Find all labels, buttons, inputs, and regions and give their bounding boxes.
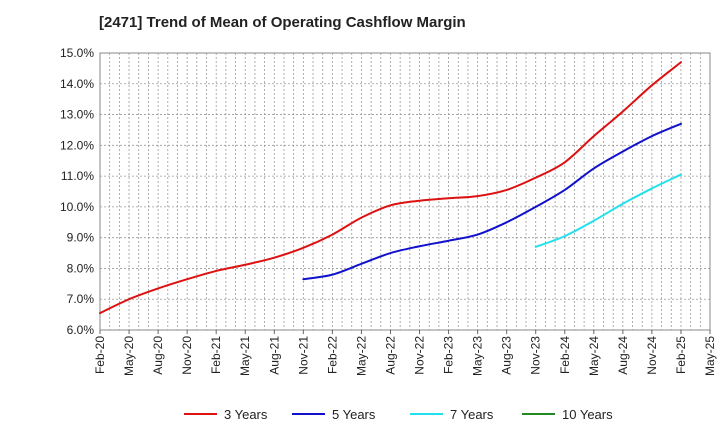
x-tick-label: Aug-23 xyxy=(500,336,514,375)
series-line-2 xyxy=(302,122,682,281)
x-tick-label: Nov-21 xyxy=(296,336,310,375)
x-tick-label: Feb-25 xyxy=(674,336,688,374)
series-line-3 xyxy=(534,173,682,248)
x-tick-label: Feb-24 xyxy=(558,336,572,374)
legend: 3 Years 5 Years 7 Years 10 Years xyxy=(184,407,613,422)
legend-label: 3 Years xyxy=(224,407,268,422)
plot-area xyxy=(99,52,711,331)
x-tick-label: Feb-23 xyxy=(442,336,456,374)
y-tick-label: 11.0% xyxy=(61,169,94,183)
y-tick-label: 13.0% xyxy=(60,108,94,122)
x-tick-label: Nov-23 xyxy=(529,336,543,375)
y-tick-label: 15.0% xyxy=(60,46,94,60)
x-tick-label: Aug-22 xyxy=(383,336,397,375)
x-tick-label: Aug-20 xyxy=(151,336,165,375)
y-tick-label: 10.0% xyxy=(60,200,94,214)
x-tick-label: Feb-22 xyxy=(325,336,339,374)
x-tick-label: May-20 xyxy=(122,336,136,376)
y-tick-label: 9.0% xyxy=(67,231,95,245)
y-tick-label: 7.0% xyxy=(67,292,95,306)
x-tick-label: Feb-20 xyxy=(93,336,107,374)
x-tick-label: Nov-24 xyxy=(645,336,659,375)
y-axis-ticks: 6.0% 7.0% 8.0% 9.0% 10.0% 11.0% 12.0% 13.0% 14.0… xyxy=(60,46,94,337)
y-tick-label: 8.0% xyxy=(67,261,95,275)
x-tick-label: May-22 xyxy=(354,336,368,376)
x-tick-label: May-24 xyxy=(587,336,601,376)
x-axis-ticks: Feb-20 May-20 Aug-20 Nov-20 Feb-21 May-21 Aug-… xyxy=(93,330,717,376)
x-tick-label: Nov-22 xyxy=(413,336,427,375)
y-tick-label: 6.0% xyxy=(67,323,95,337)
series-lines xyxy=(99,61,682,315)
chart-title: [2471] Trend of Mean of Operating Cashfl… xyxy=(99,14,466,31)
grid-lines xyxy=(100,53,710,330)
x-tick-label: May-25 xyxy=(703,336,717,376)
legend-label: 7 Years xyxy=(450,407,494,422)
x-tick-label: Aug-21 xyxy=(267,336,281,375)
series-line-1 xyxy=(99,61,682,315)
x-tick-label: Feb-21 xyxy=(209,336,223,374)
x-tick-label: May-23 xyxy=(471,336,485,376)
x-tick-label: Nov-20 xyxy=(180,336,194,375)
y-tick-label: 14.0% xyxy=(60,77,94,91)
x-tick-label: Aug-24 xyxy=(616,336,630,375)
y-tick-label: 12.0% xyxy=(60,138,94,152)
legend-label: 5 Years xyxy=(332,407,376,422)
x-tick-label: May-21 xyxy=(238,336,252,376)
legend-label: 10 Years xyxy=(562,407,613,422)
